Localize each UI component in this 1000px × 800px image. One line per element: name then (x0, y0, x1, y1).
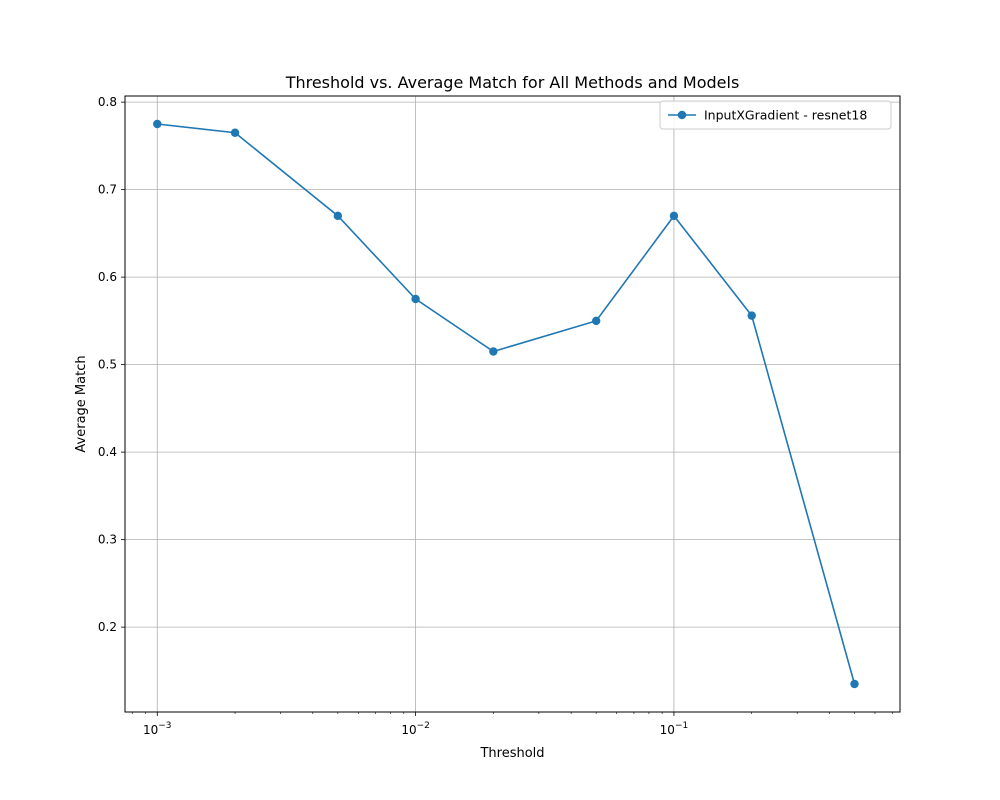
y-tick-label: 0.7 (98, 183, 117, 197)
x-tick-label: 10−2 (401, 721, 430, 737)
y-tick-label: 0.5 (98, 358, 117, 372)
data-point (230, 128, 240, 137)
x-tick-label: 10−1 (660, 721, 689, 737)
y-tick-label: 0.3 (98, 533, 117, 547)
chart-title: Threshold vs. Average Match for All Meth… (285, 73, 740, 92)
x-axis-ticks: 10−3 10−2 10−1 (143, 712, 688, 737)
y-tick-label: 0.4 (98, 445, 117, 459)
y-axis-ticks: 0.2 0.3 0.4 0.5 0.6 0.7 0.8 (98, 95, 125, 634)
data-point (850, 679, 859, 689)
data-point (489, 347, 498, 356)
data-point (411, 294, 420, 304)
legend-label: InputXGradient - resnet18 (704, 108, 867, 123)
legend-marker (677, 110, 687, 120)
plot-frame (124, 95, 901, 713)
data-point (153, 119, 162, 129)
y-tick-label: 0.8 (98, 95, 117, 109)
x-tick-label: 10−3 (143, 721, 172, 737)
y-axis-label: Average Match (74, 355, 89, 452)
x-axis-label: Threshold (479, 746, 544, 761)
series-layer (153, 119, 859, 689)
legend: InputXGradient - resnet18 (659, 100, 892, 130)
y-tick-label: 0.2 (98, 620, 117, 634)
data-point (669, 211, 679, 221)
y-tick-label: 0.6 (98, 270, 117, 284)
data-point (333, 211, 343, 221)
legend-box (659, 100, 892, 130)
data-point (591, 316, 601, 326)
data-point (747, 311, 756, 320)
